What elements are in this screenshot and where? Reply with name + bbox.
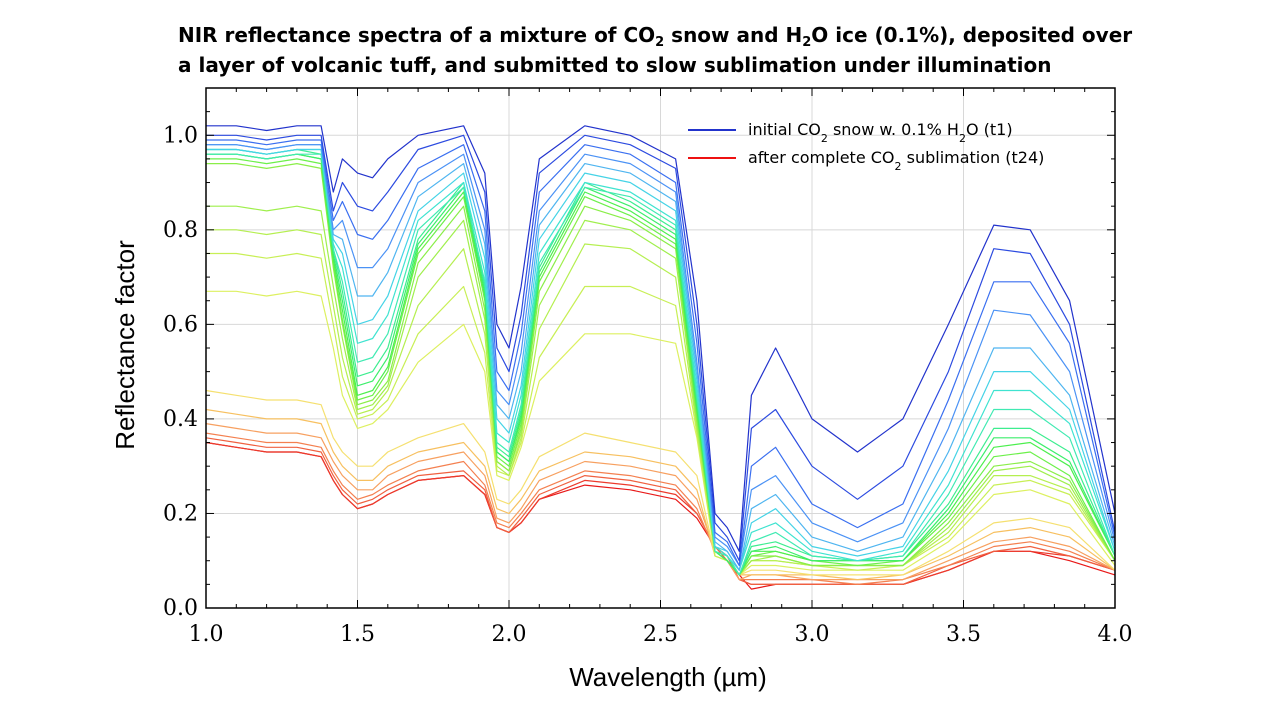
chart-title-line-2: a layer of volcanic tuff, and submitted …	[178, 53, 1052, 77]
x-tick-label: 3.5	[946, 622, 981, 647]
spectrum-line	[206, 125, 1116, 552]
x-tick-label: 4.0	[1098, 622, 1133, 647]
spectrum-line	[206, 144, 1116, 567]
y-tick-label: 1.0	[163, 123, 198, 148]
spectrum-line	[206, 134, 1116, 562]
spectrum-line	[206, 163, 1116, 576]
y-tick-label: 0.8	[163, 218, 198, 243]
chart-title: NIR reflectance spectra of a mixture of …	[178, 20, 1178, 80]
spectrum-line	[206, 153, 1116, 576]
spectrum-line	[205, 423, 1116, 581]
y-tick-label: 0.4	[163, 407, 198, 432]
legend-label: after complete CO2 sublimation (t24)	[748, 148, 1044, 173]
x-tick-label: 2.0	[492, 622, 527, 647]
spectrum-line	[205, 408, 1116, 581]
spectrum-line	[205, 389, 1116, 576]
spectrum-line	[206, 252, 1116, 576]
legend-label: initial CO2 snow w. 0.1% H2O (t1)	[748, 120, 1013, 145]
spectrum-line	[205, 437, 1116, 586]
spectrum-line	[206, 158, 1116, 576]
axis-ticks	[205, 87, 1116, 609]
spectrum-line	[206, 290, 1116, 576]
y-tick-label: 0.6	[163, 312, 198, 337]
x-tick-label: 3.0	[795, 622, 830, 647]
spectrum-line	[206, 144, 1116, 571]
x-tick-label: 1.5	[340, 622, 375, 647]
y-axis-label: Reflectance factor	[110, 240, 140, 450]
spectrum-line	[206, 148, 1116, 571]
y-tick-label: 0.2	[163, 501, 198, 526]
x-tick-label: 2.5	[643, 622, 678, 647]
y-tick-label: 0.0	[163, 596, 198, 621]
series-lines	[205, 125, 1116, 590]
spectrum-line	[205, 432, 1116, 586]
spectrum-line	[206, 153, 1116, 576]
spectrum-line	[206, 139, 1116, 567]
legend: initial CO2 snow w. 0.1% H2O (t1) after c…	[688, 120, 1044, 173]
x-axis-label: Wavelength (µm)	[569, 662, 767, 692]
x-tick-label: 1.0	[189, 622, 224, 647]
spectrum-line	[206, 148, 1116, 571]
chart-title-line-1: NIR reflectance spectra of a mixture of …	[178, 23, 1133, 50]
tick-labels: 1.0 1.5 2.0 2.5 3.0 3.5 4.0 0.0 0.2 0.4 0.6 0.8 1.0	[163, 123, 1133, 647]
